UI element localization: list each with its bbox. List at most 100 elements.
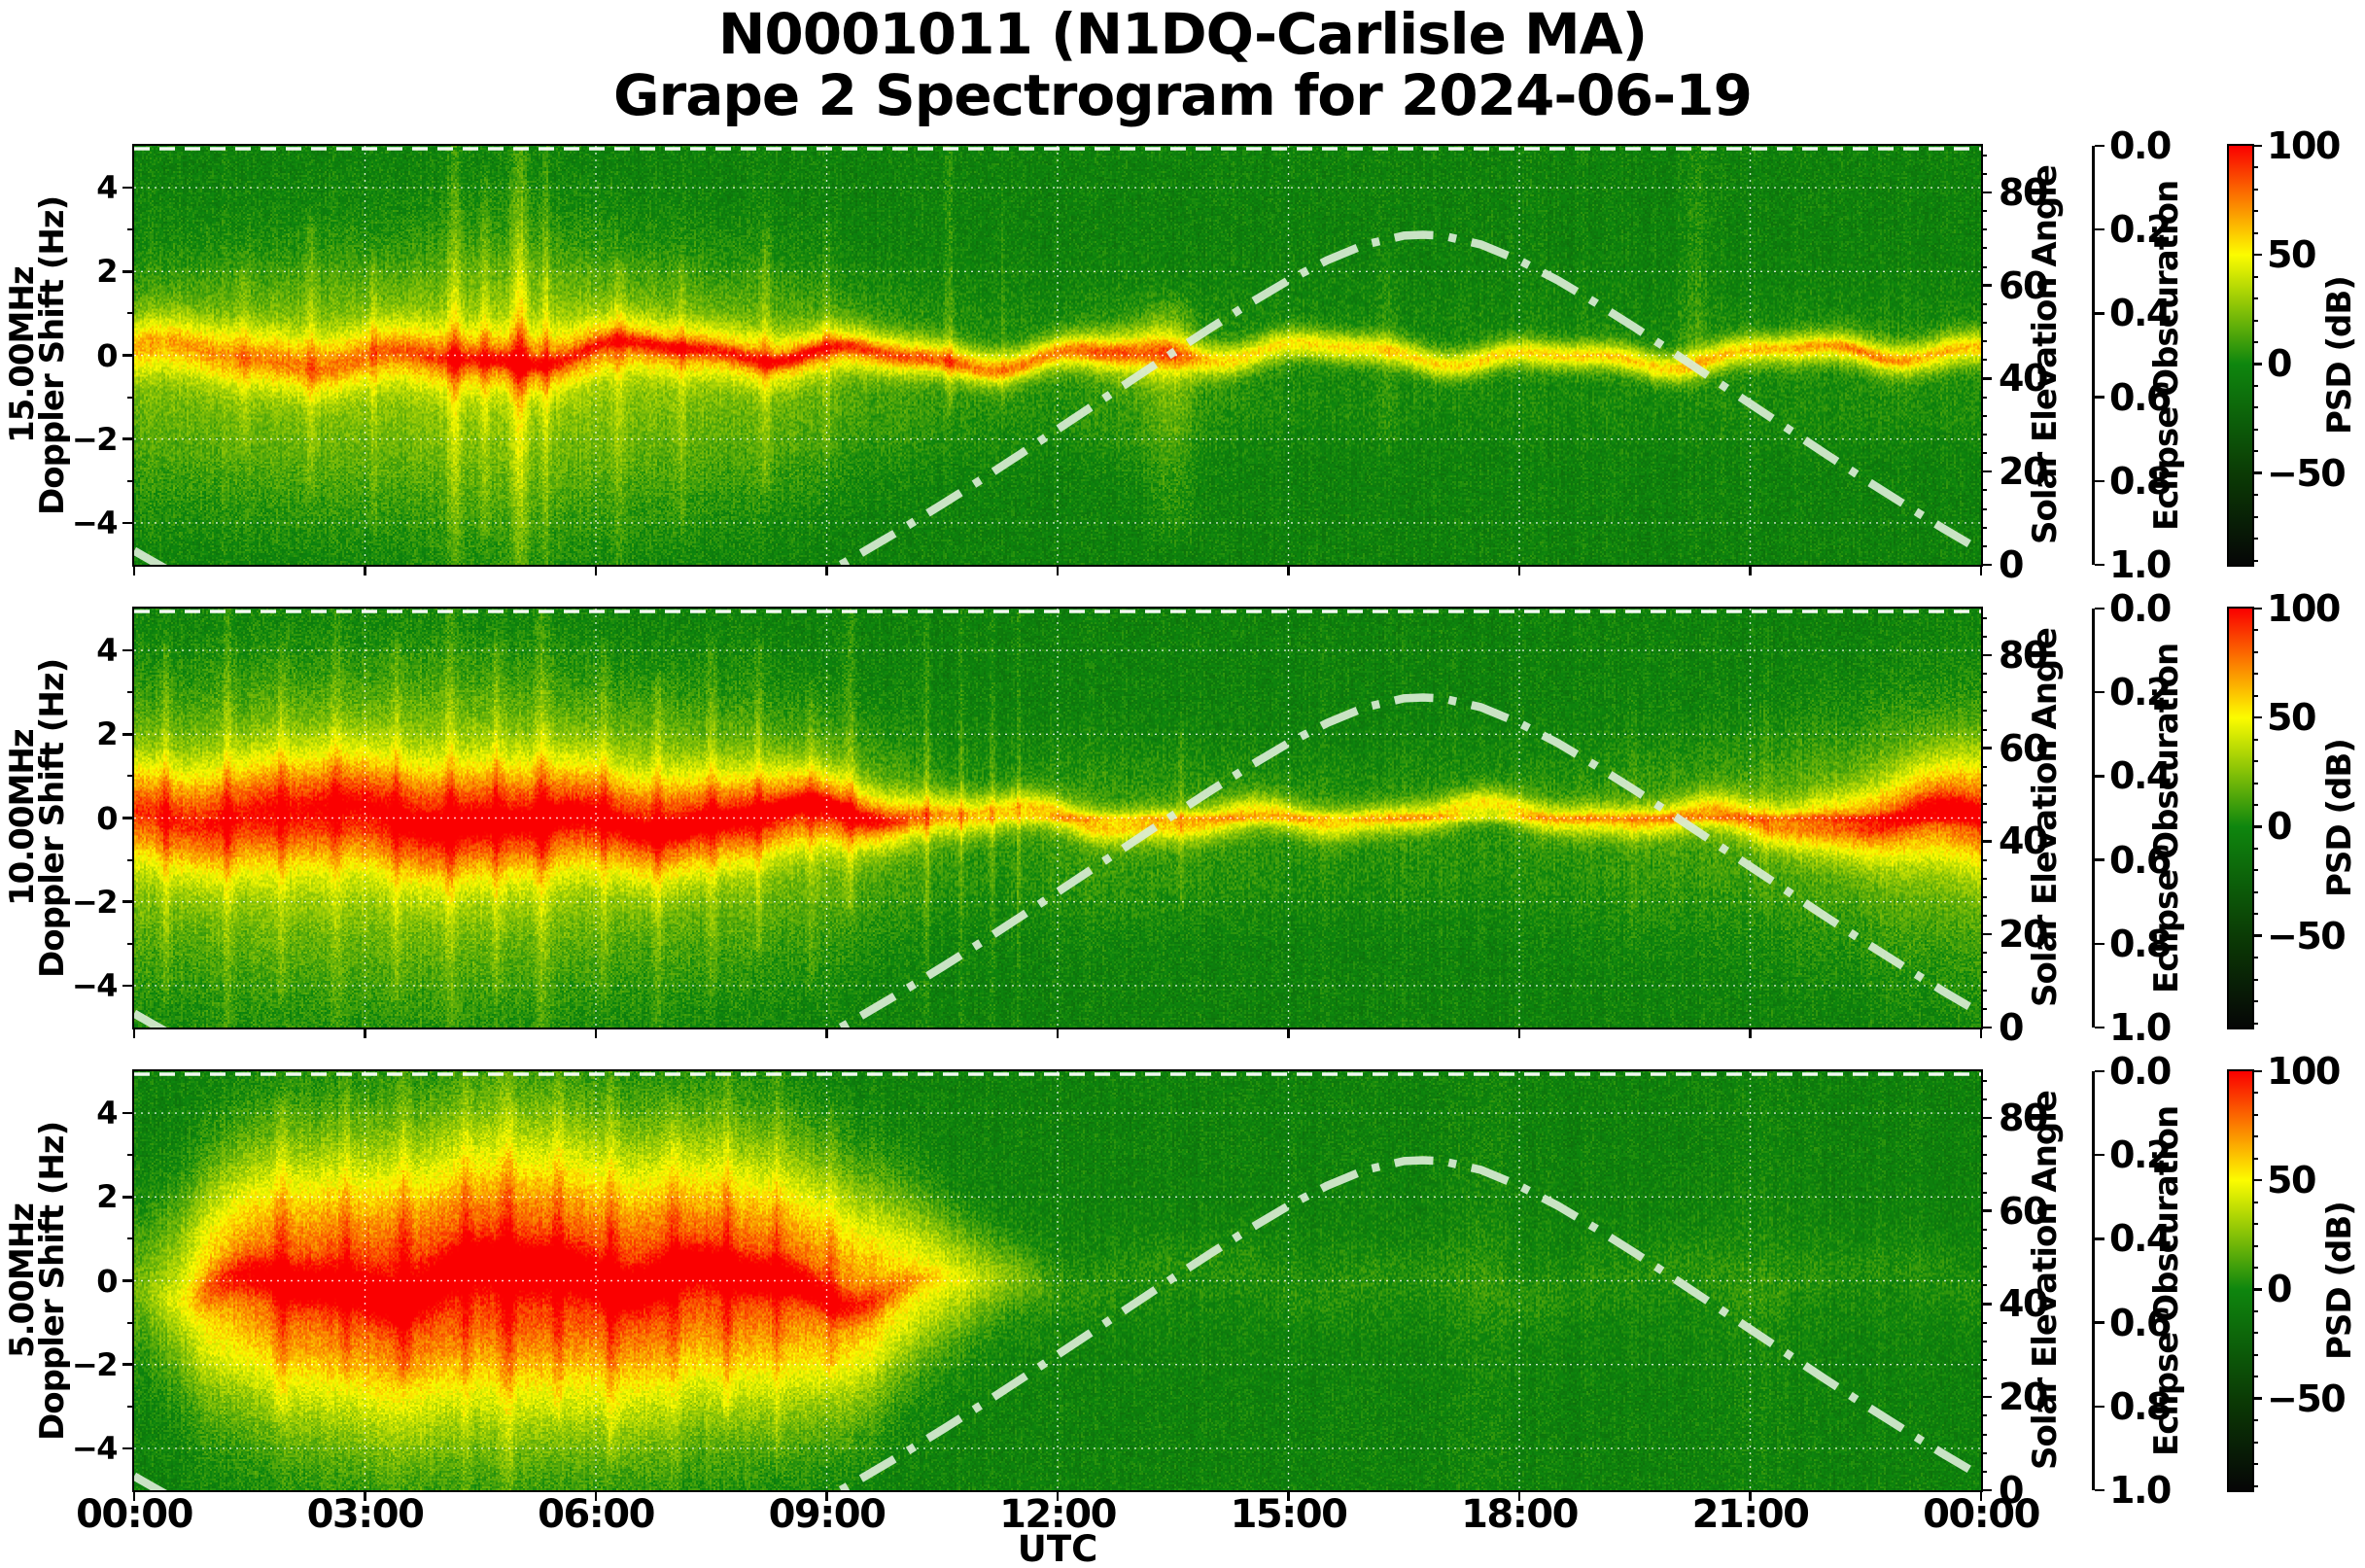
doppler-tick-label: 2 bbox=[96, 715, 118, 753]
doppler-minor-tick bbox=[127, 775, 134, 778]
psd-minor-tick bbox=[2252, 1135, 2258, 1138]
solar-minor-tick bbox=[1981, 765, 1987, 768]
title-line-2: Grape 2 Spectrogram for 2024-06-19 bbox=[613, 62, 1753, 128]
psd-minor-tick bbox=[2252, 957, 2258, 959]
solar-minor-tick bbox=[1981, 1228, 1987, 1231]
solar-minor-tick bbox=[1981, 321, 1987, 324]
solar-minor-tick bbox=[1981, 1321, 1987, 1324]
x-axis-label: UTC bbox=[1017, 1528, 1098, 1568]
x-tick bbox=[364, 1490, 366, 1501]
psd-minor-tick bbox=[2252, 1267, 2258, 1270]
solar-tick-label: 40 bbox=[1999, 1282, 2048, 1326]
solar-tick bbox=[1981, 1116, 1992, 1120]
psd-minor-tick bbox=[2252, 694, 2258, 697]
solar-tick bbox=[1981, 932, 1992, 936]
x-tick bbox=[132, 1028, 136, 1038]
x-tick bbox=[1056, 565, 1060, 575]
doppler-minor-tick bbox=[127, 942, 134, 945]
eclipse-tick-label: 0.0 bbox=[2109, 587, 2172, 630]
eclipse-tick bbox=[2095, 607, 2104, 610]
plot-overlay-15mhz bbox=[134, 146, 1981, 565]
psd-minor-tick bbox=[2252, 406, 2258, 409]
x-tick bbox=[132, 565, 136, 575]
psd-tick-label: 50 bbox=[2267, 696, 2316, 740]
doppler-minor-tick bbox=[127, 396, 134, 399]
x-tick bbox=[1979, 1490, 1983, 1501]
x-tick bbox=[825, 565, 828, 575]
solar-elevation-curve bbox=[134, 1156, 1981, 1490]
eclipse-tick bbox=[2095, 479, 2104, 483]
x-tick bbox=[1979, 1028, 1983, 1038]
doppler-tick bbox=[122, 733, 134, 736]
psd-minor-tick bbox=[2252, 384, 2258, 387]
eclipse-tick bbox=[2095, 312, 2104, 315]
doppler-tick-label: −2 bbox=[71, 1345, 119, 1383]
psd-minor-tick bbox=[2252, 1441, 2258, 1444]
solar-minor-tick bbox=[1981, 544, 1987, 547]
eclipse-tick-label: 0.4 bbox=[2109, 292, 2172, 335]
doppler-tick bbox=[122, 984, 134, 988]
solar-minor-tick bbox=[1981, 359, 1987, 362]
doppler-tick bbox=[122, 1363, 134, 1366]
doppler-tick bbox=[122, 900, 134, 903]
solar-minor-tick bbox=[1981, 172, 1987, 175]
eclipse-tick-label: 0.6 bbox=[2109, 838, 2172, 882]
solar-tick-label: 20 bbox=[1999, 913, 2048, 957]
eclipse-tick-label: 0.0 bbox=[2109, 124, 2172, 167]
doppler-minor-tick bbox=[127, 228, 134, 231]
solar-minor-tick bbox=[1981, 1098, 1987, 1100]
x-tick bbox=[1517, 1028, 1521, 1038]
doppler-tick bbox=[122, 186, 134, 190]
doppler-tick-label: −4 bbox=[71, 504, 119, 541]
psd-minor-tick bbox=[2252, 629, 2258, 632]
solar-minor-tick bbox=[1981, 877, 1987, 880]
psd-minor-tick bbox=[2252, 319, 2258, 322]
eclipse-tick bbox=[2095, 396, 2104, 399]
eclipse-tick bbox=[2095, 1237, 2104, 1240]
x-tick bbox=[364, 1028, 366, 1038]
solar-minor-tick bbox=[1981, 895, 1987, 898]
doppler-tick bbox=[122, 1196, 134, 1199]
psd-tick-label: 0 bbox=[2267, 805, 2292, 849]
psd-tick-label: 50 bbox=[2267, 233, 2316, 277]
doppler-tick-label: −2 bbox=[71, 420, 119, 458]
solar-tick bbox=[1981, 1488, 1992, 1492]
solar-minor-tick bbox=[1981, 1451, 1987, 1454]
x-tick-label: 12:00 bbox=[999, 1492, 1117, 1537]
x-tick bbox=[594, 1490, 598, 1501]
doppler-minor-tick bbox=[127, 1237, 134, 1240]
solar-minor-tick bbox=[1981, 673, 1987, 676]
eclipse-tick-label: 0.0 bbox=[2109, 1050, 2172, 1093]
psd-tick-label: 100 bbox=[2267, 124, 2341, 167]
solar-minor-tick bbox=[1981, 414, 1987, 417]
doppler-tick bbox=[122, 817, 134, 819]
x-tick bbox=[1749, 565, 1752, 575]
doppler-tick-label: −4 bbox=[71, 966, 119, 1004]
solar-minor-tick bbox=[1981, 452, 1987, 455]
spectrogram-plot-10mhz bbox=[132, 607, 1983, 1029]
doppler-tick-label: 2 bbox=[96, 253, 118, 291]
doppler-tick-label: 0 bbox=[96, 336, 118, 374]
psd-minor-tick bbox=[2252, 673, 2258, 676]
x-tick bbox=[594, 1028, 598, 1038]
x-tick-label: 00:00 bbox=[76, 1492, 193, 1537]
x-tick bbox=[1056, 1028, 1060, 1038]
eclipse-tick-label: 0.8 bbox=[2109, 459, 2172, 503]
solar-minor-tick bbox=[1981, 1266, 1987, 1269]
psd-minor-tick bbox=[2252, 1332, 2258, 1335]
solar-minor-tick bbox=[1981, 1433, 1987, 1436]
eclipse-tick bbox=[2095, 1069, 2104, 1073]
eclipse-tick-label: 0.2 bbox=[2109, 208, 2172, 252]
x-tick-label: 21:00 bbox=[1691, 1492, 1810, 1537]
solar-tick bbox=[1981, 284, 1992, 287]
psd-minor-tick bbox=[2252, 188, 2258, 191]
solar-minor-tick bbox=[1981, 1172, 1987, 1175]
doppler-minor-tick bbox=[127, 479, 134, 482]
psd-minor-tick bbox=[2252, 1244, 2258, 1247]
solar-minor-tick bbox=[1981, 340, 1987, 343]
solar-tick bbox=[1981, 653, 1992, 657]
psd-minor-tick bbox=[2252, 231, 2258, 234]
solar-elevation-curve bbox=[134, 693, 1981, 1028]
psd-minor-tick bbox=[2252, 428, 2258, 431]
solar-minor-tick bbox=[1981, 821, 1987, 824]
